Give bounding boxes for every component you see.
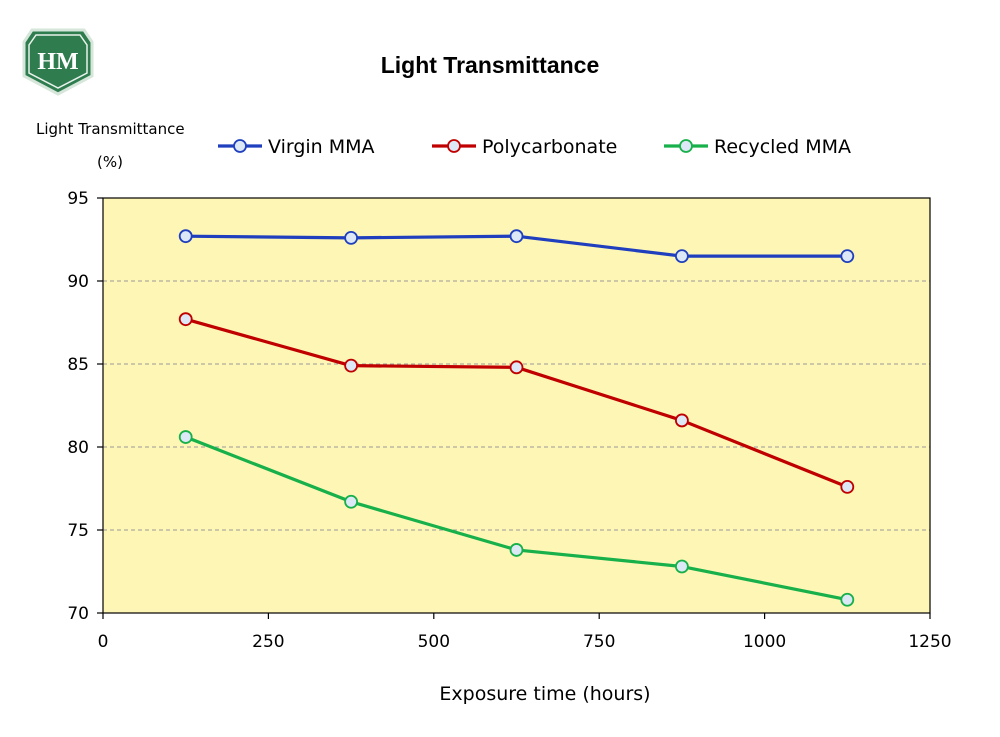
x-tick-label: 0 — [98, 632, 109, 652]
legend-item: Polycarbonate — [432, 136, 617, 158]
data-point — [840, 592, 855, 607]
data-point — [509, 229, 524, 244]
data-point — [344, 494, 359, 509]
data-point — [344, 358, 359, 373]
y-tick-label: 75 — [67, 521, 89, 541]
legend-label: Recycled MMA — [714, 136, 851, 158]
y-tick-label: 95 — [67, 189, 89, 209]
data-point — [675, 413, 689, 428]
series-layer — [178, 229, 855, 607]
legend-label: Virgin MMA — [268, 136, 375, 158]
series-recycled-mma — [178, 430, 855, 607]
chart-title: Light Transmittance — [380, 52, 600, 78]
legend-marker — [233, 139, 247, 153]
y-tick-label: 90 — [67, 272, 89, 292]
x-tick-label: 750 — [583, 632, 615, 652]
x-tick-label: 250 — [252, 632, 284, 652]
hm-logo: HM — [22, 28, 94, 96]
legend-marker — [679, 139, 693, 153]
data-point — [675, 559, 689, 574]
x-tick-label: 500 — [418, 632, 450, 652]
data-point — [178, 312, 193, 327]
legend-marker — [447, 139, 461, 153]
y-tick-label: 70 — [67, 604, 89, 624]
data-point — [509, 360, 524, 375]
axes: 70 75 80 85 90 95 0 250 500 750 1000 1250 — [67, 189, 951, 652]
data-point — [675, 249, 689, 264]
data-point — [840, 249, 855, 264]
legend-item: Recycled MMA — [664, 136, 851, 158]
svg-text:HM: HM — [37, 49, 78, 75]
x-axis-label: Exposure time (hours) — [439, 683, 650, 705]
x-tick-label: 1000 — [743, 632, 786, 652]
y-tick-label: 85 — [67, 355, 89, 375]
y-axis-label: Light Transmittance — [36, 120, 185, 138]
plot-border — [102, 197, 931, 614]
data-point — [178, 430, 193, 444]
series-polycarbonate — [178, 312, 855, 494]
y-axis-unit: (%) — [97, 153, 123, 171]
x-tick-label: 1250 — [908, 632, 951, 652]
y-tick-label: 80 — [67, 438, 89, 458]
data-point — [840, 479, 855, 494]
data-point — [344, 230, 359, 245]
legend-item: Virgin MMA — [218, 136, 375, 158]
data-point — [509, 543, 524, 557]
data-point — [178, 229, 193, 244]
legend-label: Polycarbonate — [482, 136, 617, 158]
legend: Virgin MMA Polycarbonate Recycled MMA — [218, 136, 851, 158]
series-virgin-mma — [178, 229, 855, 264]
